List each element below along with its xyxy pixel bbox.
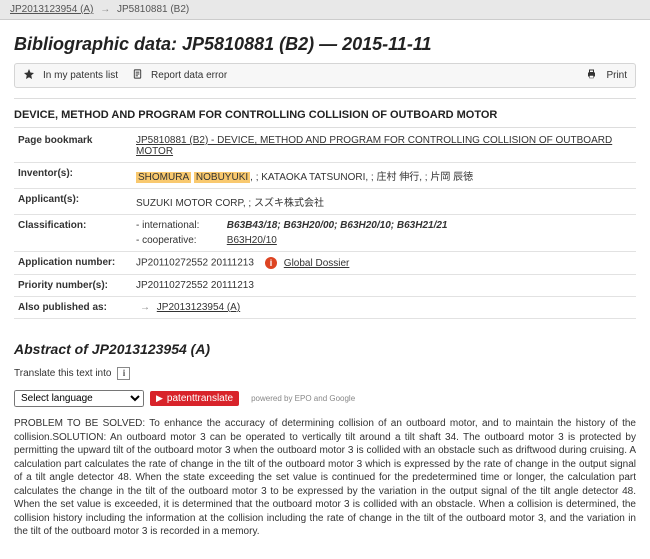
table-row-inventors: Inventor(s): SHOMURA NOBUYUKI, ; KATAOKA… (14, 163, 636, 189)
table-row-alsopub: Also published as: → JP2013123954 (A) (14, 297, 636, 319)
document-title: DEVICE, METHOD AND PROGRAM FOR CONTROLLI… (14, 105, 636, 128)
bookmark-label: Page bookmark (14, 130, 132, 163)
class-intl-label: - international: (136, 220, 224, 231)
action-toolbar: In my patents list Report data error Pri… (14, 63, 636, 88)
table-row-classification: Classification: - international: B63B43/… (14, 215, 636, 252)
priority-label: Priority number(s): (14, 275, 132, 297)
global-dossier-link[interactable]: Global Dossier (284, 258, 350, 269)
clipboard-icon (132, 68, 147, 83)
report-error-label: Report data error (151, 70, 227, 81)
divider (14, 98, 636, 99)
alsopub-link[interactable]: JP2013123954 (A) (157, 302, 240, 313)
my-patents-list-button[interactable]: In my patents list (23, 68, 118, 83)
caret-right-icon: ▶ (156, 393, 163, 404)
appnum-label: Application number: (14, 252, 132, 275)
print-button[interactable]: Print (585, 68, 627, 83)
classification-value: - international: B63B43/18; B63H20/00; B… (132, 215, 636, 252)
priority-value: JP20110272552 20111213 (132, 275, 636, 297)
breadcrumb-prev-link[interactable]: JP2013123954 (A) (10, 4, 93, 15)
table-row-bookmark: Page bookmark JP5810881 (B2) - DEVICE, M… (14, 130, 636, 163)
chevron-right-icon: → (100, 4, 110, 15)
report-error-button[interactable]: Report data error (132, 68, 227, 83)
classification-label: Classification: (14, 215, 132, 252)
arrow-right-icon: → (140, 302, 150, 313)
my-patents-list-label: In my patents list (43, 70, 118, 81)
inventor-highlight-1: SHOMURA (136, 172, 191, 183)
table-row-appnum: Application number: JP20110272552 201112… (14, 252, 636, 275)
translate-label: Translate this text into (14, 368, 111, 379)
powered-by-text: powered by EPO and Google (251, 394, 355, 403)
inventors-value: SHOMURA NOBUYUKI, ; KATAOKA TATSUNORI, ;… (132, 163, 636, 189)
class-intl-value: B63B43/18; B63H20/00; B63H20/10; B63H21/… (227, 220, 448, 231)
appnum-value: JP20110272552 20111213 (136, 258, 254, 269)
class-coop-label: - cooperative: (136, 235, 224, 246)
inventors-rest: , ; KATAOKA TATSUNORI, ; 庄村 伸行, ; 片岡 辰徳 (250, 172, 473, 183)
print-label: Print (606, 70, 627, 81)
applicant-value: SUZUKI MOTOR CORP, ; スズキ株式会社 (132, 189, 636, 215)
breadcrumb: JP2013123954 (A) → JP5810881 (B2) (0, 0, 650, 20)
table-row-priority: Priority number(s): JP20110272552 201112… (14, 275, 636, 297)
language-select[interactable]: Select language (14, 390, 144, 407)
alsopub-label: Also published as: (14, 297, 132, 319)
patent-translate-label: patenttranslate (167, 393, 233, 404)
page-title: Bibliographic data: JP5810881 (B2) — 201… (14, 34, 636, 55)
patent-translate-button[interactable]: ▶ patenttranslate (150, 391, 239, 406)
info-circle-icon: i (265, 257, 277, 269)
abstract-body: PROBLEM TO BE SOLVED: To enhance the acc… (14, 417, 636, 539)
class-coop-link[interactable]: B63H20/10 (227, 235, 277, 246)
printer-icon (585, 68, 602, 83)
info-icon[interactable]: i (117, 367, 130, 380)
breadcrumb-current: JP5810881 (B2) (117, 4, 189, 15)
inventor-highlight-2: NOBUYUKI (194, 172, 250, 183)
bibliographic-table: Page bookmark JP5810881 (B2) - DEVICE, M… (14, 130, 636, 319)
inventors-label: Inventor(s): (14, 163, 132, 189)
bookmark-link[interactable]: JP5810881 (B2) - DEVICE, METHOD AND PROG… (136, 135, 612, 157)
abstract-heading: Abstract of JP2013123954 (A) (14, 341, 636, 357)
applicant-label: Applicant(s): (14, 189, 132, 215)
translate-row: Translate this text into i (14, 367, 636, 380)
table-row-applicant: Applicant(s): SUZUKI MOTOR CORP, ; スズキ株式… (14, 189, 636, 215)
star-icon (23, 68, 39, 83)
